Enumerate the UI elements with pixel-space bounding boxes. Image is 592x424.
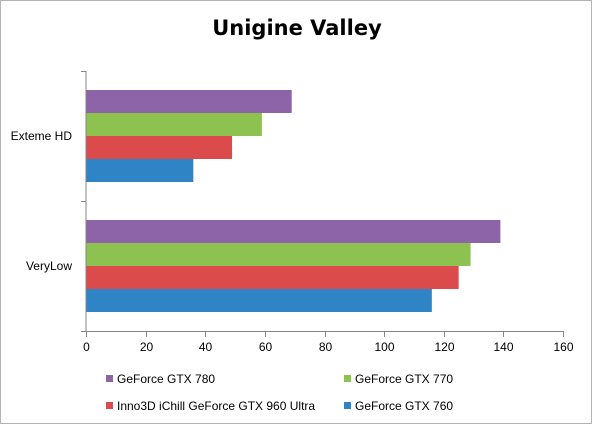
bar-exteme-hd-series-1 — [86, 90, 292, 113]
x-tick-label: 20 — [140, 340, 154, 354]
legend-label: GeForce GTX 780 — [117, 372, 215, 386]
x-tick-label: 100 — [374, 340, 394, 354]
legend-label: GeForce GTX 770 — [355, 372, 453, 386]
legend-label: GeForce GTX 760 — [355, 399, 453, 413]
legend-swatch — [344, 375, 351, 382]
legend-swatch — [106, 402, 113, 409]
legend: GeForce GTX 780 GeForce GTX 770 Inno3D iCh… — [106, 372, 453, 413]
bar-verylow-series-1 — [86, 220, 501, 243]
bar-exteme-hd-series-2 — [86, 113, 262, 136]
plot-area: Exteme HD VeryLow 0 20 40 60 80 100 120 140 160 — [11, 71, 574, 354]
chart-title: Unigine Valley — [212, 16, 382, 40]
x-tick-label: 60 — [259, 340, 273, 354]
x-tick-label: 80 — [319, 340, 333, 354]
legend-swatch — [106, 375, 113, 382]
legend-label: Inno3D iChill GeForce GTX 960 Ultra — [117, 399, 315, 413]
bar-verylow-series-3 — [86, 266, 459, 289]
bar-verylow-series-2 — [86, 243, 471, 266]
legend-swatch — [344, 402, 351, 409]
category-label: Exteme HD — [11, 129, 73, 143]
x-tick-label: 40 — [199, 340, 213, 354]
bar-exteme-hd-series-3 — [86, 136, 233, 159]
x-tick-label: 160 — [553, 340, 573, 354]
bar-verylow-series-4 — [86, 289, 432, 312]
x-tick-label: 140 — [493, 340, 513, 354]
x-tick-label: 120 — [434, 340, 454, 354]
x-tick-label: 0 — [83, 340, 90, 354]
bar-exteme-hd-series-4 — [86, 159, 194, 182]
category-label: VeryLow — [26, 259, 72, 273]
